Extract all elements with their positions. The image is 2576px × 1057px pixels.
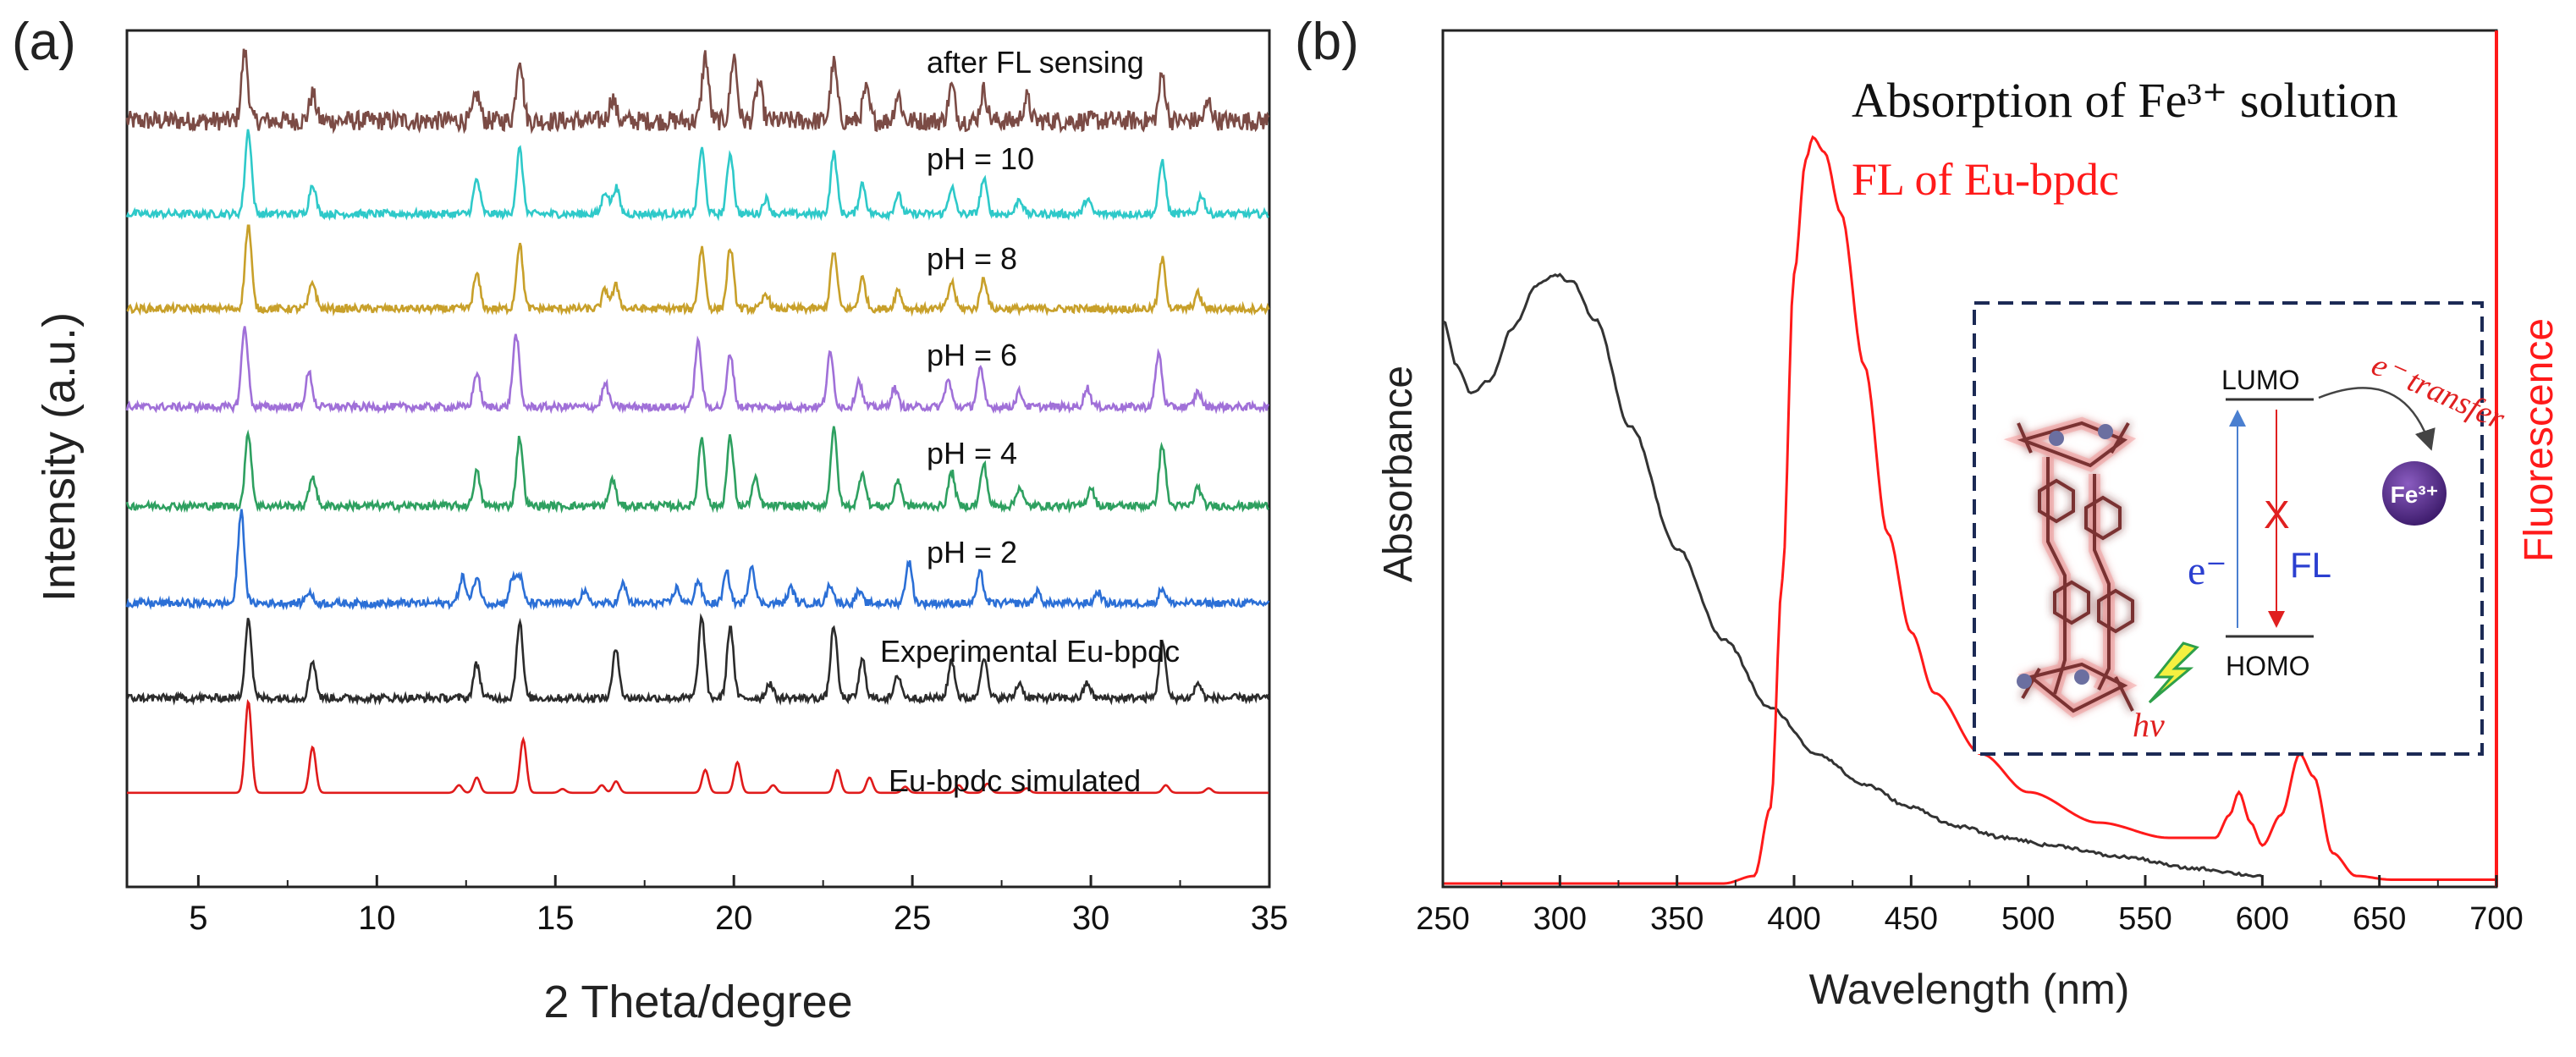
eu-node: [2049, 431, 2064, 446]
lumo-label: LUMO: [2221, 365, 2299, 395]
series-label-experimental-eu-bpdc: Experimental Eu-bpdc: [880, 634, 1180, 669]
fe-ion-icon: [2382, 461, 2447, 526]
x-tick-label: 400: [1767, 901, 1820, 937]
series-label-eu-bpdc-simulated: Eu-bpdc simulated: [889, 763, 1141, 798]
homo-label: HOMO: [2226, 651, 2310, 681]
blocked-mark: X: [2264, 493, 2290, 537]
x-tick-label: 5: [189, 900, 207, 937]
panel-a-frame: [125, 29, 1271, 889]
panel-b-ylabel-left: Absorbance: [1376, 366, 1421, 582]
panel-a: (a) after FL sensing pH = 10 pH = 8 pH = 6 p…: [12, 13, 1288, 1027]
eu-node: [2017, 674, 2032, 689]
series-label-ph-6: pH = 6: [927, 338, 1017, 372]
hv-label: hν: [2133, 706, 2165, 744]
series-label-ph-8: pH = 8: [927, 241, 1017, 276]
fe-ion-label: Fe³⁺: [2391, 482, 2439, 508]
series-label-ph-2: pH = 2: [927, 535, 1017, 570]
x-tick-label: 25: [894, 900, 932, 937]
series-line-ph-6: [125, 326, 1269, 415]
series-line-ph-2: [125, 509, 1270, 612]
series-label-after-fl-sensing: after FL sensing: [927, 45, 1144, 80]
series-line-experimental-eu-bpdc: [125, 613, 1270, 706]
panel-a-ylabel: Intensity (a.u.): [34, 312, 85, 602]
x-tick-label: 30: [1072, 900, 1110, 937]
x-tick-label: 450: [1885, 901, 1938, 937]
x-tick-label: 15: [537, 900, 575, 937]
electron-label: e⁻: [2188, 548, 2227, 593]
series-label-ph-4: pH = 4: [927, 436, 1017, 471]
molecule-icon: [2003, 416, 2138, 718]
x-tick-label: 650: [2353, 901, 2406, 937]
x-tick-label: 550: [2118, 901, 2171, 937]
panel-a-letter: (a): [12, 13, 76, 71]
lightning-icon: [2148, 641, 2199, 704]
panel-b-ylabel-right: Fluorescence: [2517, 318, 2562, 562]
legend-absorption: Absorption of Fe³⁺ solution: [1852, 73, 2398, 128]
panel-b-xlabel: Wavelength (nm): [1809, 966, 2130, 1013]
transfer-arrow: [2318, 387, 2436, 451]
panel-b-x-ticks: 250 300 350 400 450 500 550 600 650 700: [1416, 875, 2524, 937]
x-tick-label: 500: [2001, 901, 2055, 937]
x-tick-label: 700: [2469, 901, 2523, 937]
series-line-absorption-of-fe-solution: [1442, 273, 2264, 878]
x-tick-label: 600: [2236, 901, 2289, 937]
x-tick-label: 10: [358, 900, 396, 937]
series-line-eu-bpdc-simulated: [127, 698, 1269, 795]
panel-a-series-group: after FL sensing pH = 10 pH = 8 pH = 6 pH = …: [125, 45, 1270, 798]
x-tick-label: 350: [1650, 901, 1704, 937]
series-line-after-fl-sensing: [125, 48, 1270, 135]
x-tick-label: 300: [1533, 901, 1587, 937]
series-line-ph-8: [126, 224, 1270, 317]
panel-b: (b) 250 300 350 400 450 500 550 600 650 700 Absor…: [1295, 13, 2562, 1013]
panel-a-xlabel: 2 Theta/degree: [543, 977, 852, 1027]
eu-node: [2074, 669, 2089, 685]
inset-diagram: hν LUMO HOMO X FL e⁻ e⁻ transfer Fe³⁺: [1973, 301, 2510, 756]
series-label-ph-10: pH = 10: [927, 141, 1034, 176]
x-tick-label: 20: [715, 900, 753, 937]
legend-fl: FL of Eu-bpdc: [1852, 154, 2119, 205]
fl-label: FL: [2290, 545, 2331, 585]
series-line-ph-4: [125, 426, 1270, 515]
x-tick-label: 35: [1251, 900, 1289, 937]
panel-b-letter: (b): [1295, 13, 1359, 71]
panel-a-x-ticks: 5 10 15 20 25 30 35: [189, 875, 1288, 937]
series-line-ph-10: [125, 129, 1269, 222]
x-tick-label: 250: [1416, 901, 1469, 937]
eu-node: [2098, 424, 2113, 439]
